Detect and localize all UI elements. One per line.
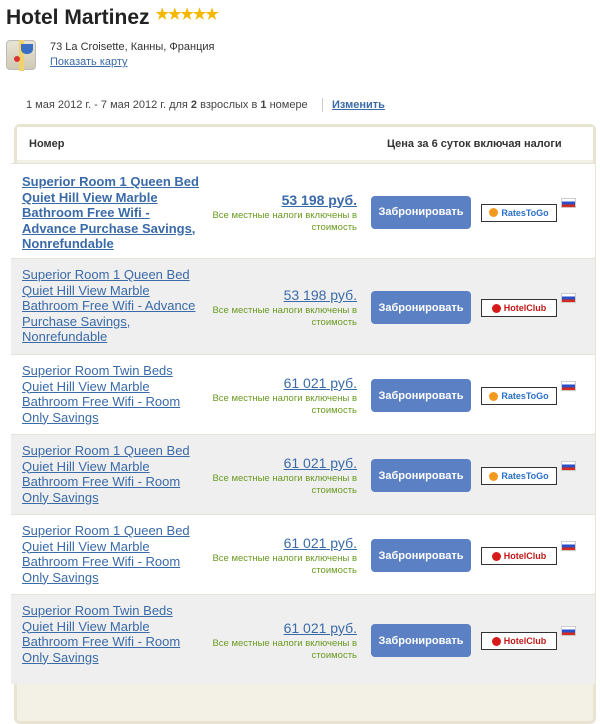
room-price[interactable]: 61 021 руб. — [283, 535, 357, 551]
provider-logo-icon — [491, 303, 501, 313]
tax-note: Все местные налоги включены в стоимость — [212, 553, 357, 576]
hotel-address: 73 La Croisette, Канны, Франция — [50, 41, 215, 53]
room-row: Superior Room 1 Queen Bed Quiet Hill Vie… — [11, 163, 595, 258]
book-button[interactable]: Забронировать — [371, 624, 471, 657]
col-room: Номер — [29, 138, 65, 150]
table-header: Номер Цена за 6 суток включая налоги — [17, 127, 593, 160]
book-button[interactable]: Забронировать — [371, 539, 471, 572]
room-name-link[interactable]: Superior Room 1 Queen Bed Quiet Hill Vie… — [22, 523, 190, 585]
tax-note: Все местные налоги включены в стоимость — [212, 393, 357, 416]
book-button[interactable]: Забронировать — [371, 291, 471, 324]
room-price[interactable]: 53 198 руб. — [281, 191, 357, 208]
provider-logo[interactable]: HotelClub — [481, 632, 557, 650]
room-name-link[interactable]: Superior Room Twin Beds Quiet Hill View … — [22, 603, 181, 665]
provider-logo-icon — [491, 551, 501, 561]
room-name-link[interactable]: Superior Room Twin Beds Quiet Hill View … — [22, 363, 181, 425]
russia-flag-icon — [561, 541, 576, 551]
provider-logo[interactable]: HotelClub — [481, 299, 557, 317]
provider-logo-icon — [489, 471, 499, 481]
tax-note: Все местные налоги включены в стоимость — [212, 638, 357, 661]
room-row: Superior Room Twin Beds Quiet Hill View … — [11, 594, 595, 684]
tax-note: Все местные налоги включены в стоимость — [212, 305, 357, 328]
room-name-link[interactable]: Superior Room 1 Queen Bed Quiet Hill Vie… — [22, 267, 196, 344]
map-icon[interactable] — [6, 40, 36, 71]
col-price: Цена за 6 суток включая налоги — [387, 138, 562, 150]
hotel-title: Hotel Martinez ★★★★★ — [6, 6, 219, 30]
room-price[interactable]: 53 198 руб. — [283, 287, 357, 303]
provider-logo[interactable]: RatesToGo — [481, 467, 557, 485]
room-row: Superior Room 1 Queen Bed Quiet Hill Vie… — [11, 258, 595, 354]
tax-note: Все местные налоги включены в стоимость — [212, 209, 357, 233]
room-row: Superior Room Twin Beds Quiet Hill View … — [11, 354, 595, 434]
russia-flag-icon — [561, 626, 576, 636]
room-name-link[interactable]: Superior Room 1 Queen Bed Quiet Hill Vie… — [22, 174, 199, 251]
hotel-name: Hotel Martinez — [6, 6, 150, 29]
search-summary: 1 мая 2012 г. - 7 мая 2012 г. для 2 взро… — [26, 99, 308, 111]
russia-flag-icon — [561, 461, 576, 471]
provider-logo-icon — [489, 208, 499, 217]
book-button[interactable]: Забронировать — [371, 195, 471, 229]
provider-logo[interactable]: HotelClub — [481, 547, 557, 565]
room-price[interactable]: 61 021 руб. — [283, 620, 357, 636]
book-button[interactable]: Забронировать — [371, 459, 471, 492]
russia-flag-icon — [561, 197, 576, 208]
russia-flag-icon — [561, 293, 576, 303]
room-price[interactable]: 61 021 руб. — [283, 455, 357, 471]
room-price[interactable]: 61 021 руб. — [283, 375, 357, 391]
russia-flag-icon — [561, 381, 576, 391]
divider — [322, 98, 323, 112]
room-row: Superior Room 1 Queen Bed Quiet Hill Vie… — [11, 514, 595, 594]
star-rating-icon: ★★★★★ — [155, 6, 219, 23]
provider-logo-icon — [491, 636, 501, 646]
room-name-link[interactable]: Superior Room 1 Queen Bed Quiet Hill Vie… — [22, 443, 190, 505]
change-search-link[interactable]: Изменить — [332, 99, 385, 111]
provider-logo-icon — [489, 391, 499, 401]
room-row: Superior Room 1 Queen Bed Quiet Hill Vie… — [11, 434, 595, 514]
book-button[interactable]: Забронировать — [371, 379, 471, 412]
provider-logo[interactable]: RatesToGo — [481, 203, 557, 222]
show-map-link[interactable]: Показать карту — [50, 56, 128, 68]
tax-note: Все местные налоги включены в стоимость — [212, 473, 357, 496]
provider-logo[interactable]: RatesToGo — [481, 387, 557, 405]
